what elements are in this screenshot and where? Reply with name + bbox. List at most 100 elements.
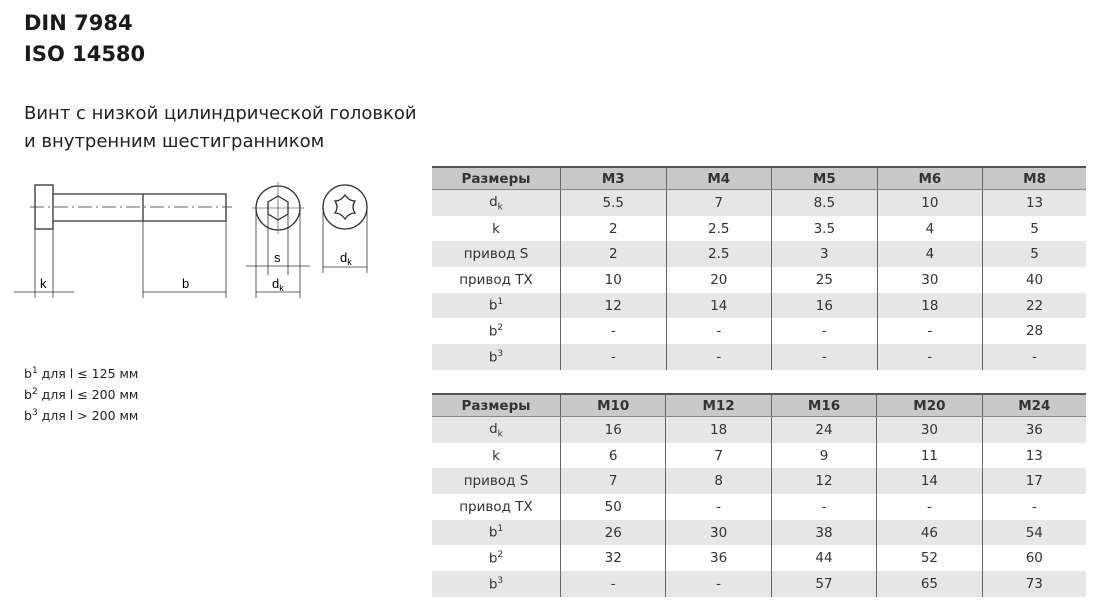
- table-cell: 2: [560, 215, 667, 242]
- row-label: b2: [488, 550, 504, 567]
- table-cell: 14: [876, 468, 983, 495]
- standard-title: DIN 7984 ISO 14580: [24, 8, 145, 70]
- table-cell: 20: [665, 267, 772, 293]
- table-cell: 10: [560, 267, 667, 293]
- column-header: M6: [876, 166, 983, 190]
- table-row: k 6 7 9 11 13: [432, 442, 1086, 469]
- table-cell: -: [771, 318, 878, 345]
- din-code: DIN 7984: [24, 11, 133, 35]
- table-cell: 7: [665, 442, 772, 469]
- k-label: k: [40, 276, 47, 291]
- table-cell: -: [876, 318, 983, 345]
- table-cell: -: [770, 494, 877, 520]
- table-cell: 38: [770, 519, 877, 546]
- table-cell: 4: [876, 215, 983, 242]
- table-cell: 24: [770, 416, 877, 443]
- table-row: b2- - - -28: [432, 318, 1086, 345]
- table-cell: -: [876, 494, 983, 520]
- table-cell: -: [982, 344, 1086, 370]
- table-cell: 5: [982, 215, 1086, 242]
- thread-length-notes: b1 для l ≤ 125 мм b2 для l ≤ 200 мм b3 д…: [24, 362, 138, 425]
- row-label: k: [492, 447, 500, 464]
- table-cell: 8: [665, 468, 772, 495]
- note: b2 для l ≤ 200 мм: [24, 387, 139, 403]
- table-row: k 2 2.5 3.5 4 5: [432, 215, 1086, 242]
- table-cell: -: [876, 344, 983, 370]
- table-cell: 40: [982, 267, 1086, 293]
- table-row: dk 5.5 7 8.5 10 13: [432, 189, 1086, 216]
- row-label: привод TX: [459, 271, 533, 288]
- table-row: dk 16 18 24 30 36: [432, 416, 1086, 443]
- row-label: k: [492, 220, 500, 237]
- table-cell: 57: [770, 571, 877, 597]
- table-row: привод TX 50- - - -: [432, 494, 1086, 520]
- table-row: b2 32 36 44 52 60: [432, 545, 1086, 572]
- table-cell: 8.5: [771, 189, 878, 216]
- row-label: привод S: [432, 241, 561, 268]
- table-cell: 25: [771, 267, 878, 293]
- table-cell: -: [665, 494, 772, 520]
- dimensions-table-large: Размеры M10 M12 M16 M20 M24 dk 16 18 24 30 36 k 6 7 9 11…: [432, 393, 1086, 597]
- table-row: b3- - - - -: [432, 344, 1086, 370]
- b-label: b: [182, 276, 189, 291]
- table-cell: 7: [665, 189, 772, 216]
- table-cell: 2.5: [665, 241, 772, 268]
- table-cell: 44: [770, 545, 877, 572]
- table-cell: 11: [876, 442, 983, 469]
- table-cell: 7: [559, 468, 666, 495]
- table-cell: 10: [876, 189, 983, 216]
- table-cell: 28: [982, 318, 1086, 345]
- table-row: b1 26 30 38 46 54: [432, 519, 1086, 546]
- table-cell: 3: [771, 241, 878, 268]
- s-label: s: [274, 250, 281, 265]
- table-cell: 18: [665, 416, 772, 443]
- column-header: M24: [981, 393, 1086, 417]
- product-description: Винт с низкой цилиндрической головкой и …: [24, 100, 417, 156]
- table-cell: 2.5: [665, 215, 772, 242]
- header-row: Размеры M3 M4 M5 M6 M8: [432, 166, 1086, 190]
- table-cell: 4: [876, 241, 983, 268]
- table-cell: 65: [876, 571, 983, 597]
- table-cell: 18: [876, 292, 983, 319]
- column-header: M3: [560, 166, 667, 190]
- table-row: привод TX 10 20 25 30 40: [432, 267, 1086, 293]
- table-cell: 73: [981, 571, 1086, 597]
- note: b3 для l > 200 мм: [24, 408, 139, 424]
- table-row: b3- -57 65 73: [432, 571, 1086, 597]
- table-cell: -: [665, 571, 772, 597]
- header-row: Размеры M10 M12 M16 M20 M24: [432, 393, 1086, 417]
- table-cell: 22: [982, 292, 1086, 319]
- table-cell: 26: [559, 519, 666, 546]
- column-header: M10: [559, 393, 666, 417]
- table-cell: 54: [981, 519, 1086, 546]
- table-cell: 52: [876, 545, 983, 572]
- table-cell: -: [665, 344, 772, 370]
- table-cell: 12: [770, 468, 877, 495]
- table-row: привод S 7 8 12 14 17: [432, 468, 1086, 495]
- column-header: M8: [982, 166, 1086, 190]
- table-row: привод S 2 2.5 3 4 5: [432, 241, 1086, 268]
- column-header: M20: [876, 393, 983, 417]
- iso-code: ISO 14580: [24, 42, 146, 66]
- table-cell: 30: [876, 267, 983, 293]
- dimensions-table-small: Размеры M3 M4 M5 M6 M8 dk 5.5 7 8.5 10 13 k 2 2.5 3.5 4 5…: [432, 166, 1086, 370]
- note: b1 для l ≤ 125 мм: [24, 366, 139, 382]
- table-cell: 9: [770, 442, 877, 469]
- table-cell: -: [771, 344, 878, 370]
- table-cell: 46: [876, 519, 983, 546]
- column-header: Размеры: [432, 393, 561, 417]
- row-label: b2: [488, 323, 504, 340]
- table-row: b1 12 14 16 18 22: [432, 292, 1086, 319]
- table-cell: 5: [982, 241, 1086, 268]
- table-cell: 16: [771, 292, 878, 319]
- row-label: b1: [432, 292, 561, 319]
- table-cell: 16: [559, 416, 666, 443]
- table-cell: -: [981, 494, 1086, 520]
- row-label: b3: [432, 344, 561, 370]
- table-cell: 30: [665, 519, 772, 546]
- table-cell: 32: [559, 545, 666, 572]
- table-cell: 36: [665, 545, 772, 572]
- table-cell: 6: [559, 442, 666, 469]
- table-cell: 14: [665, 292, 772, 319]
- row-label: dk: [432, 189, 561, 216]
